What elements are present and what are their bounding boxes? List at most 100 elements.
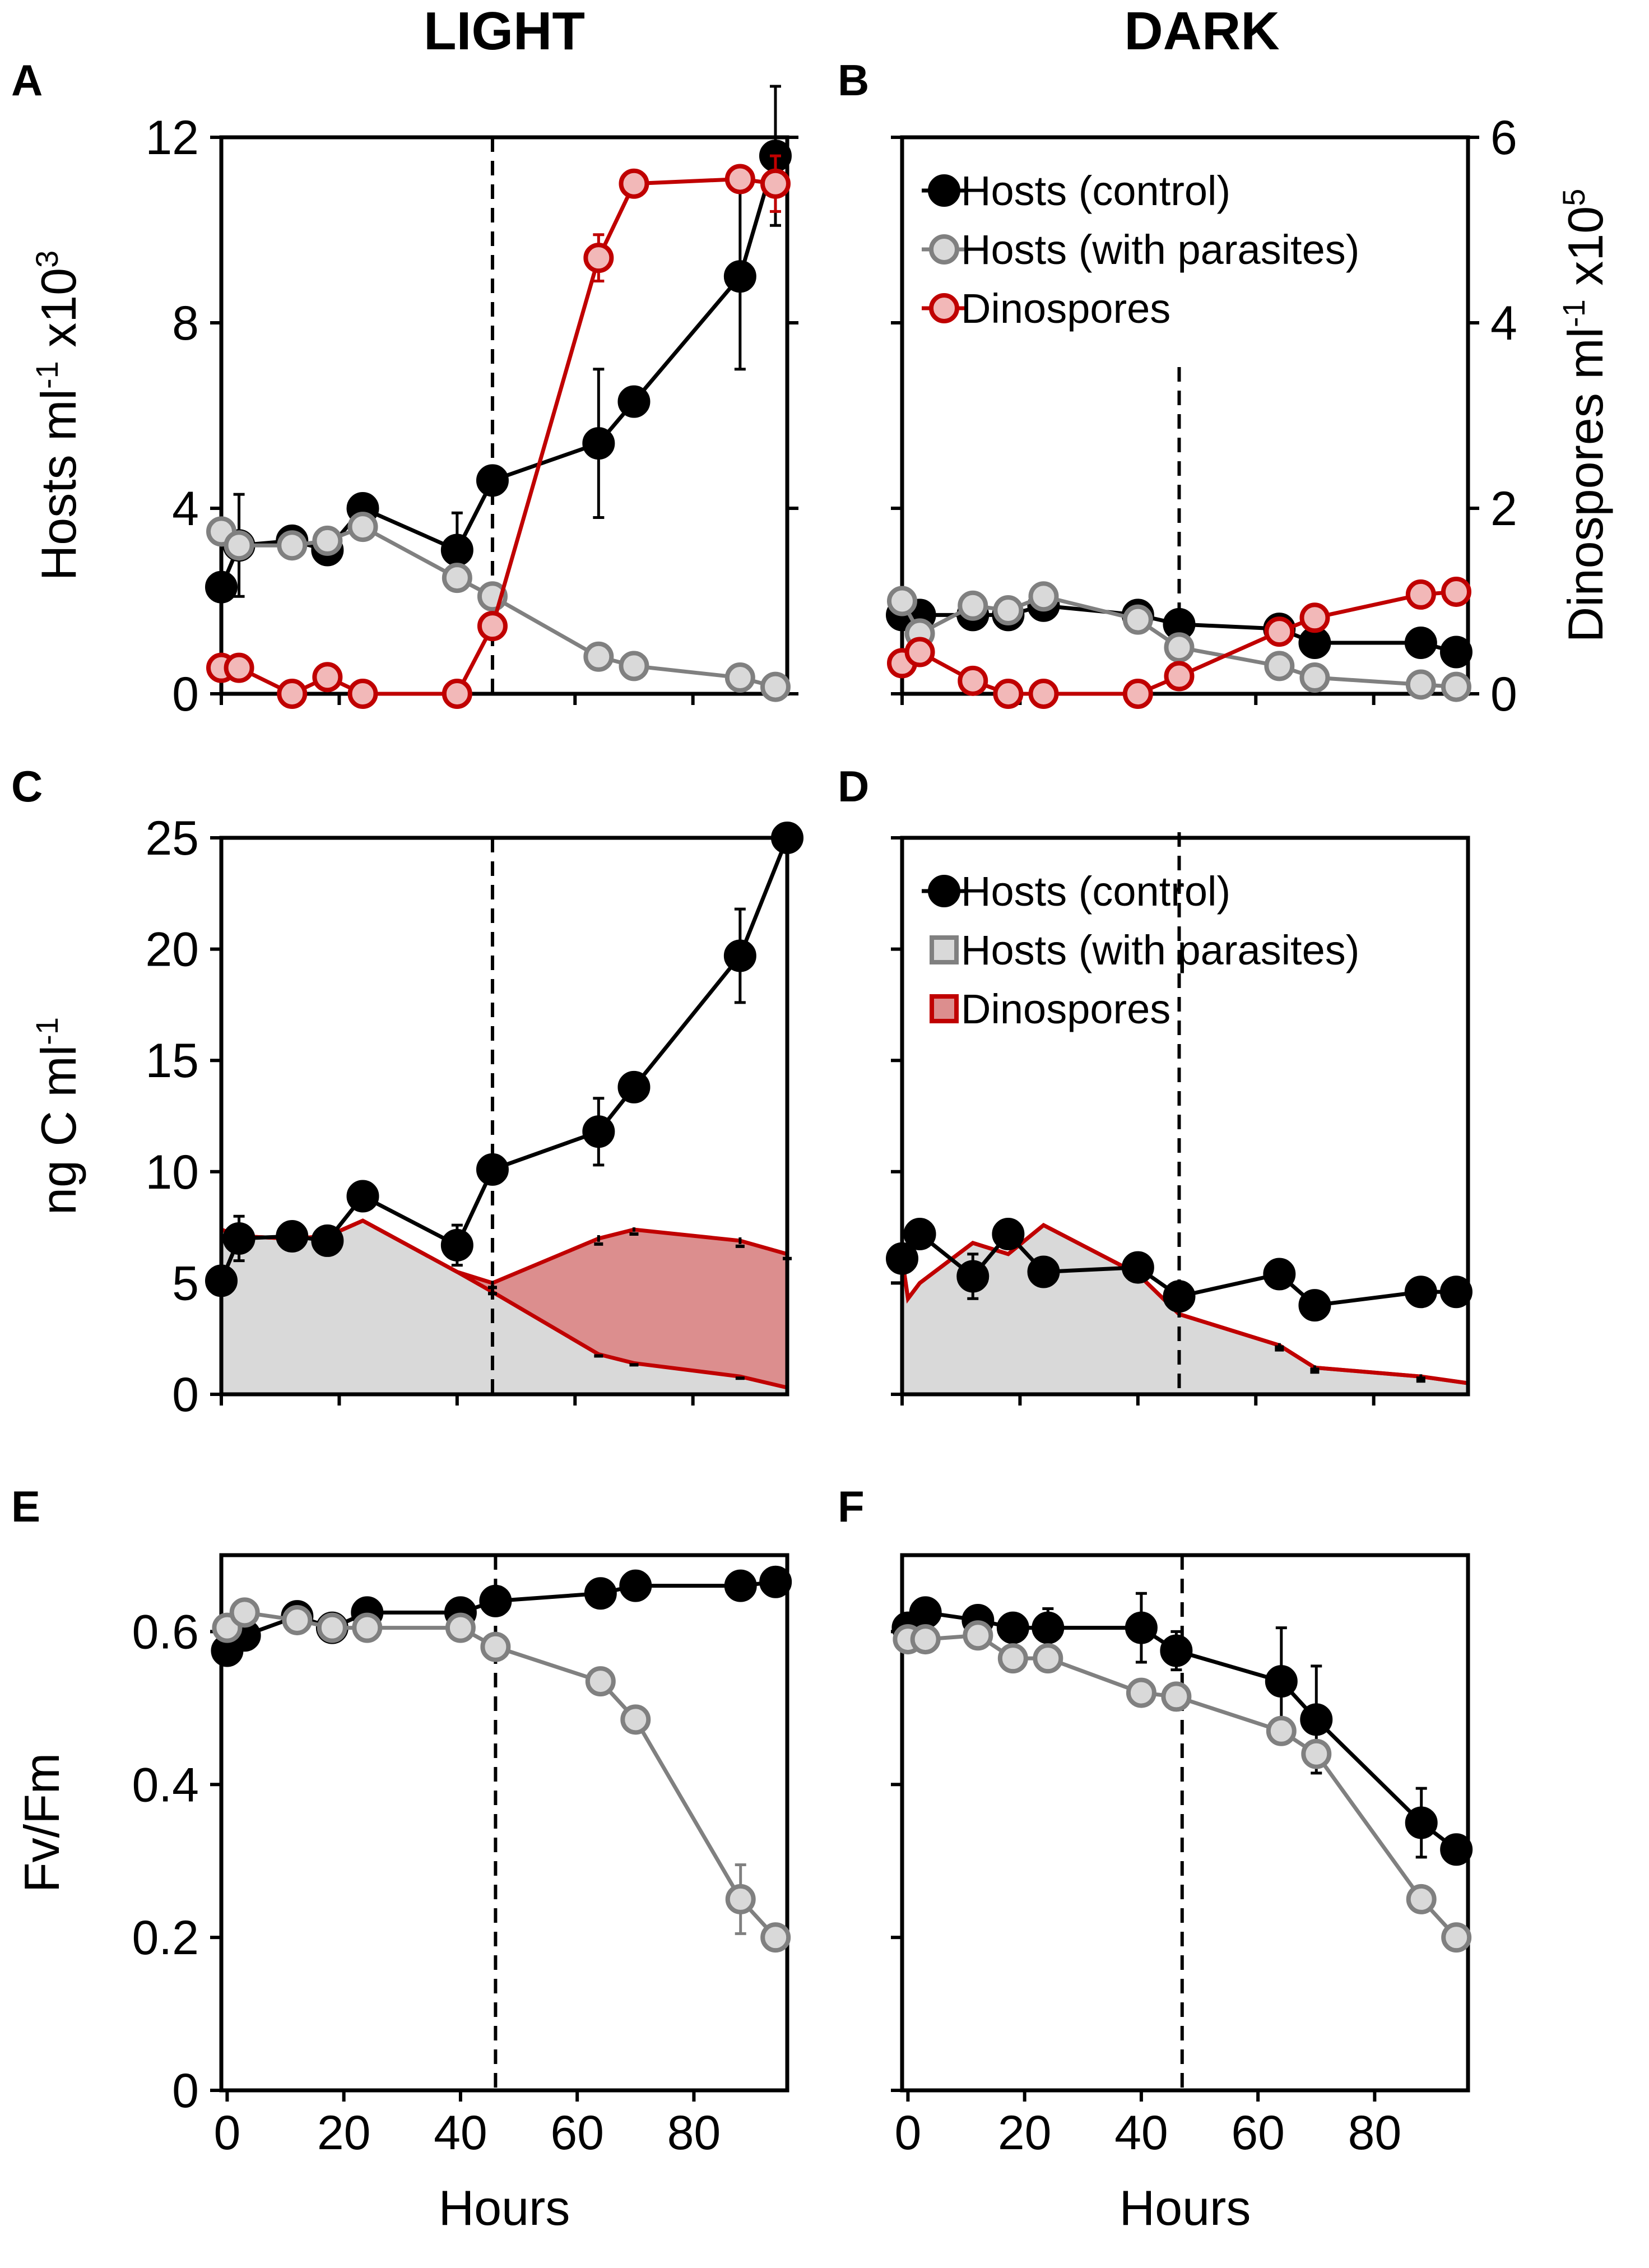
dinospores-area — [221, 1221, 787, 1388]
data-point — [724, 662, 755, 693]
panel-a: A 0 4 8 12 Hosts ml-1 x103 — [11, 55, 798, 721]
series-parasites — [893, 1620, 1472, 1953]
data-point — [958, 665, 988, 696]
legend-label: Hosts (with parasites) — [961, 226, 1359, 273]
series-parasites — [212, 1597, 791, 1953]
data-point — [993, 595, 1024, 626]
legend-label: Dinospores — [961, 986, 1170, 1032]
data-point — [724, 164, 755, 194]
y-axis-title-text: Fv/Fm — [14, 1753, 69, 1893]
series-line — [226, 1610, 777, 1939]
data-point — [479, 1584, 512, 1617]
data-point — [1027, 1255, 1060, 1288]
data-point — [1265, 1665, 1298, 1698]
data-point — [1028, 581, 1059, 612]
data-point — [996, 1611, 1029, 1644]
legend-item: Dinospores — [922, 285, 1170, 332]
hosts-with-parasites-top-line — [900, 1222, 1469, 1385]
data-point — [205, 1264, 238, 1297]
data-point — [480, 1631, 511, 1662]
panel-letter: F — [838, 1482, 865, 1531]
hosts-with-parasites-area — [221, 1221, 787, 1394]
y2-axis-title-superscript: 5 — [1556, 189, 1591, 206]
data-point — [585, 1666, 616, 1697]
data-point — [224, 652, 254, 683]
legend-label: Hosts (control) — [961, 868, 1230, 915]
legend-marker — [928, 875, 960, 907]
data-point — [619, 651, 649, 681]
data-point — [1033, 1643, 1063, 1674]
y-tick-label: 4 — [172, 482, 199, 536]
legend-label: Hosts (control) — [961, 168, 1230, 214]
data-point — [620, 1704, 651, 1735]
data-point — [619, 1569, 652, 1602]
y-axis-title-text: ng C ml — [31, 1045, 86, 1215]
legend-swatch — [930, 994, 959, 1023]
legend-marker — [929, 293, 959, 323]
x-tick-label: 60 — [1231, 2106, 1285, 2160]
data-point — [1405, 579, 1436, 610]
data-point — [723, 260, 756, 293]
series-line — [219, 837, 789, 1282]
data-point — [1028, 679, 1059, 709]
data-point — [1126, 1677, 1156, 1708]
y-tick-label: 12 — [145, 111, 199, 165]
y-tick-label: 25 — [145, 811, 199, 865]
legend-label: Dinospores — [961, 285, 1170, 332]
y2-axis-title-text: Dinospores ml — [1558, 327, 1613, 642]
y2-tick-label: 0 — [1490, 667, 1517, 721]
y-axis-title: Hosts ml-1 x103 — [29, 251, 86, 581]
y-tick-label: 0.4 — [132, 1758, 199, 1812]
legend: Hosts (control) Hosts (with parasites) Din… — [922, 868, 1359, 1032]
data-point — [224, 530, 254, 561]
y-tick-label: 0.2 — [132, 1911, 199, 1965]
data-point — [229, 1597, 260, 1628]
data-point — [617, 1070, 651, 1103]
data-point — [442, 679, 472, 709]
data-point — [440, 534, 473, 567]
panel-letter: A — [11, 55, 43, 105]
data-point — [346, 1180, 379, 1213]
plot-frame — [900, 836, 1470, 1397]
data-point — [584, 1577, 617, 1610]
y-axis-title-text: x10 — [31, 268, 86, 361]
data-point — [724, 1569, 757, 1602]
y-tick-label: 0.6 — [132, 1605, 199, 1659]
data-point — [277, 530, 308, 561]
y-axis-title: ng C ml-1 — [29, 1017, 86, 1215]
data-point — [1122, 604, 1153, 635]
data-point — [477, 611, 508, 642]
data-point — [1161, 1681, 1192, 1712]
data-point — [311, 1224, 344, 1257]
data-point — [1405, 669, 1436, 700]
data-point — [617, 385, 651, 418]
data-point — [1164, 661, 1195, 692]
data-point — [582, 427, 615, 460]
data-point — [476, 464, 509, 497]
data-point — [1439, 1276, 1473, 1309]
data-point — [1440, 1833, 1473, 1866]
data-point — [1121, 1251, 1154, 1284]
data-point — [993, 679, 1024, 709]
y-tick-label: 0 — [172, 667, 199, 721]
legend-marker — [929, 234, 959, 265]
x-tick-label: 80 — [667, 2106, 721, 2160]
data-point — [476, 1153, 509, 1186]
y2-axis-title-superscript: -1 — [1556, 299, 1591, 327]
x-tick-label: 0 — [894, 2106, 921, 2160]
data-point — [1405, 1806, 1438, 1839]
legend-item: Hosts (control) — [922, 168, 1230, 214]
series-control — [205, 822, 803, 1297]
data-point — [347, 679, 378, 709]
legend: Hosts (control) Hosts (with parasites) Din… — [922, 168, 1359, 332]
data-point — [1125, 1611, 1158, 1644]
x-tick-label: 0 — [213, 2106, 240, 2160]
data-point — [1404, 1276, 1437, 1309]
data-point — [1164, 632, 1195, 663]
series-control — [886, 1218, 1473, 1322]
y2-axis-title: Dinospores ml-1 x105 — [1556, 189, 1613, 643]
x-tick-label: 20 — [998, 2106, 1052, 2160]
y2-tick-label: 4 — [1490, 296, 1517, 350]
panel-f: F 0 20 40 60 80 Hours — [838, 1482, 1473, 2235]
